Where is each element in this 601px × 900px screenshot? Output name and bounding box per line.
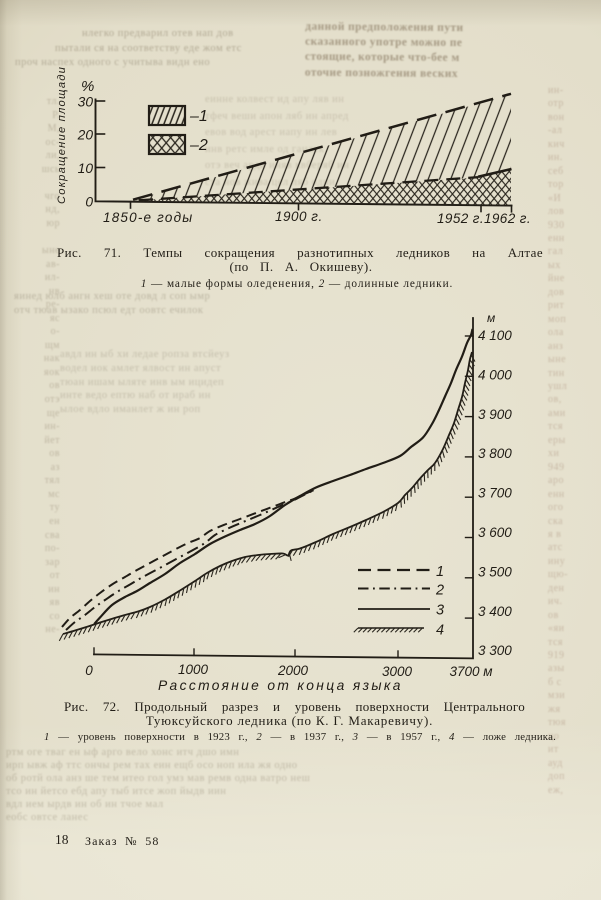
svg-text:3: 3 — [436, 603, 444, 619]
svg-text:0: 0 — [85, 195, 93, 210]
svg-text:3000: 3000 — [382, 664, 413, 679]
svg-text:Расстояние от конца языка: Расстояние от конца языка — [158, 678, 403, 693]
svg-text:3 900: 3 900 — [478, 407, 512, 422]
svg-text:1850-е годы: 1850-е годы — [103, 210, 193, 225]
svg-text:3 700: 3 700 — [478, 486, 512, 501]
svg-text:м: м — [487, 311, 495, 325]
svg-text:20: 20 — [77, 128, 94, 143]
svg-text:3 800: 3 800 — [478, 446, 512, 461]
svg-text:1900 г.: 1900 г. — [275, 209, 323, 224]
svg-text:%: % — [81, 78, 94, 95]
svg-text:3 400: 3 400 — [478, 604, 512, 619]
svg-text:3 500: 3 500 — [478, 564, 512, 579]
svg-text:0: 0 — [85, 663, 93, 678]
svg-text:2: 2 — [435, 583, 444, 599]
svg-text:Сокращение площади: Сокращение площади — [56, 66, 68, 204]
svg-text:–2: –2 — [189, 137, 208, 154]
svg-text:3 600: 3 600 — [478, 525, 512, 540]
svg-text:1952 г.1962 г.: 1952 г.1962 г. — [437, 211, 531, 226]
svg-text:10: 10 — [78, 161, 94, 176]
svg-text:1000: 1000 — [178, 662, 209, 677]
svg-text:30: 30 — [78, 95, 94, 110]
svg-text:3 300: 3 300 — [478, 643, 512, 658]
svg-text:2000: 2000 — [277, 663, 309, 678]
svg-text:4 100: 4 100 — [478, 328, 512, 343]
svg-text:4: 4 — [436, 623, 444, 639]
svg-text:3700 м: 3700 м — [449, 664, 492, 679]
svg-text:–1: –1 — [189, 108, 208, 125]
svg-text:1: 1 — [436, 564, 444, 580]
svg-text:4 000: 4 000 — [478, 367, 512, 382]
